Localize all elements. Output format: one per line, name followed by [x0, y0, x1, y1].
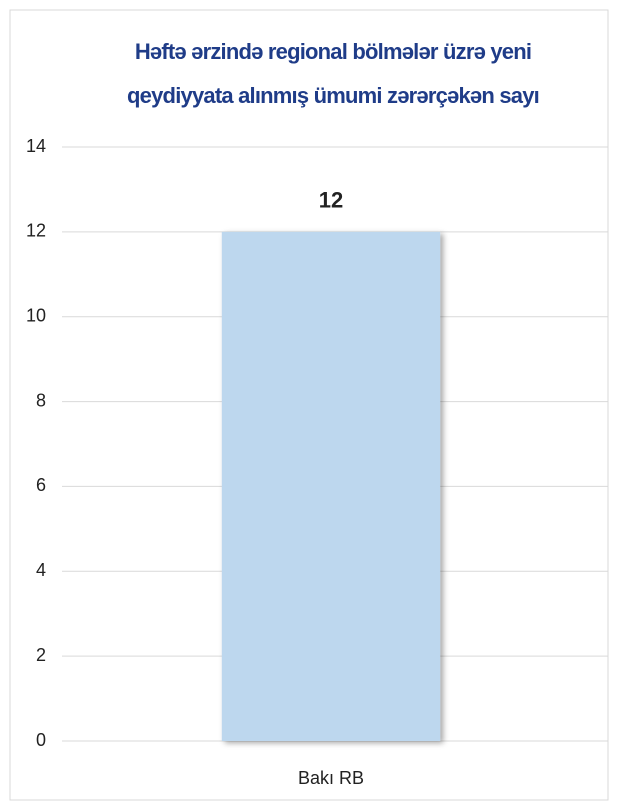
y-tick-label: 10 [26, 305, 46, 325]
x-tick-label: Bakı RB [298, 768, 364, 788]
y-tick-label: 2 [36, 645, 46, 665]
bar [221, 231, 441, 741]
y-tick-label: 6 [36, 475, 46, 495]
y-tick-label: 4 [36, 560, 46, 580]
chart-title: Həftə ərzində regional bölmələr üzrə yen… [135, 39, 531, 64]
chart-title: qeydiyyata alınmış ümumi zərərçəkən sayı [127, 83, 539, 108]
y-tick-label: 8 [36, 390, 46, 410]
y-tick-label: 14 [26, 136, 46, 156]
y-tick-label: 12 [26, 221, 46, 241]
data-label: 12 [319, 188, 343, 213]
y-tick-label: 0 [36, 730, 46, 750]
